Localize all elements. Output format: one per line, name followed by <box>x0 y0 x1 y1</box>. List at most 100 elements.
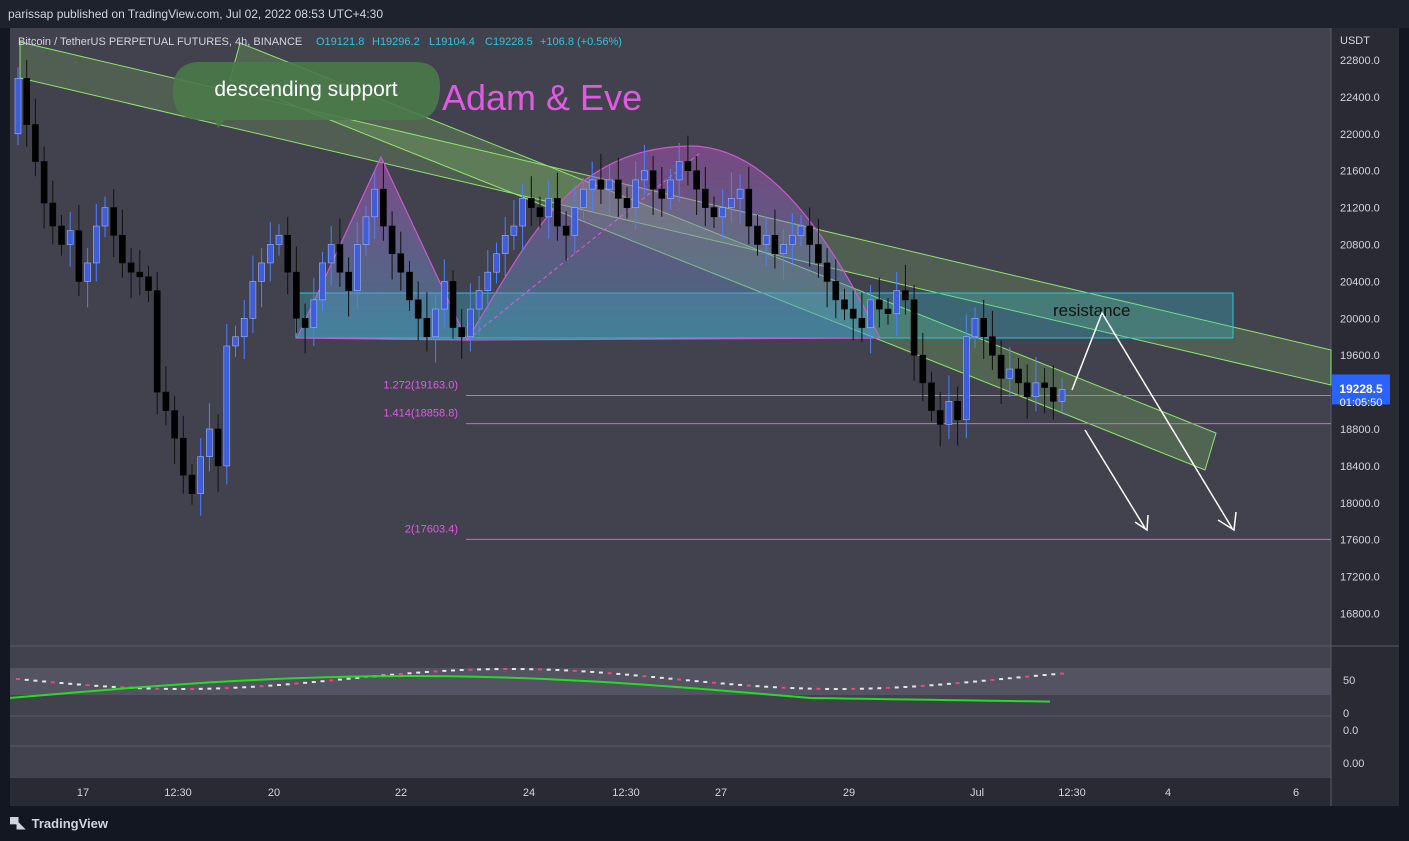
indicator-bar-35 <box>320 680 325 683</box>
indicator-bar-92 <box>816 687 821 690</box>
candle-66 <box>588 179 596 190</box>
indicator-bar-70 <box>625 673 629 676</box>
projection-arrows <box>1071 311 1237 532</box>
indicator-bar-43 <box>390 673 395 676</box>
indicator-bar-94 <box>833 687 838 690</box>
time-tick-2: 20 <box>268 787 280 799</box>
candle-27 <box>249 281 257 319</box>
indicator-bar-0 <box>16 678 20 680</box>
candle-32 <box>293 271 300 319</box>
price-tick-8: 19600.0 <box>1340 350 1380 362</box>
tradingview-logo[interactable]: ▀◣ TradingView <box>10 816 108 831</box>
candle-96 <box>849 308 857 319</box>
candle-43 <box>388 225 396 255</box>
indicator-bar-12 <box>120 686 125 689</box>
indicator-bar-54 <box>485 668 490 671</box>
indicator-bar-101 <box>894 686 899 689</box>
indicator-bar-45 <box>407 672 412 675</box>
indicator-bar-105 <box>929 684 934 687</box>
candle-52 <box>467 308 474 338</box>
pattern-title: Adam & Eve <box>442 77 642 118</box>
candle-26 <box>240 317 248 338</box>
indicator-bar-21 <box>198 687 203 690</box>
resistance-label: resistance <box>1053 301 1130 320</box>
candle-103 <box>910 299 918 356</box>
indicator-bar-49 <box>442 669 447 672</box>
price-tick-9: 18800.0 <box>1340 424 1380 436</box>
candle-85 <box>754 225 761 245</box>
indicator-bar-88 <box>781 686 786 689</box>
indicator-bar-30 <box>277 683 281 686</box>
indicator-bar-80 <box>712 681 716 684</box>
candle-84 <box>745 188 753 227</box>
indicator-bar-4 <box>50 681 55 684</box>
candle-22 <box>206 428 213 457</box>
neckline-dashed <box>466 152 701 341</box>
candle-56 <box>501 234 509 255</box>
price-chart[interactable]: 1.272(19163.0) 1.414(18858.8) 2(17603.4) d… <box>9 28 1399 806</box>
bubble-annotation[interactable]: descending support <box>173 62 440 128</box>
candle-31 <box>284 234 292 273</box>
candle-53 <box>475 290 483 310</box>
candle-42 <box>380 188 387 227</box>
candle-55 <box>493 253 500 273</box>
legend-change: +106.8 (+0.56%) <box>540 36 622 48</box>
indicator-ticks: 50 0 0.0 0.00 <box>1343 675 1364 770</box>
indicator-bar-60 <box>538 668 542 671</box>
indicator-bar-112 <box>990 678 995 681</box>
candle-6 <box>66 230 74 245</box>
indicator-bar-78 <box>694 680 699 683</box>
candle-97 <box>858 317 866 328</box>
indicator-bar-76 <box>677 678 682 681</box>
indicator-bar-66 <box>590 670 595 673</box>
price-axis[interactable] <box>1331 28 1399 806</box>
time-tick-11: 6 <box>1293 787 1299 799</box>
time-tick-9: 12:30 <box>1058 787 1086 799</box>
candle-61 <box>545 198 553 218</box>
candle-15 <box>145 276 152 291</box>
candle-21 <box>197 456 204 494</box>
indicator-bar-93 <box>825 687 830 690</box>
indicator-bar-64 <box>572 669 577 672</box>
indicator-bar-20 <box>190 687 194 690</box>
candle-58 <box>519 198 526 227</box>
indicator-bar-113 <box>999 678 1004 681</box>
time-tick-4: 24 <box>523 787 535 799</box>
candle-48 <box>432 308 439 338</box>
candle-102 <box>902 290 909 301</box>
indicator-bar-116 <box>1025 675 1030 678</box>
time-axis[interactable] <box>10 778 1399 806</box>
candle-51 <box>458 327 466 338</box>
candle-4 <box>49 202 57 227</box>
indicator-bar-37 <box>337 678 342 681</box>
candle-11 <box>110 207 117 236</box>
indicator-bar-19 <box>181 687 186 690</box>
candle-89 <box>788 234 796 245</box>
candle-59 <box>527 198 535 208</box>
indicator-bar-114 <box>1007 677 1012 680</box>
price-tick-12: 17600.0 <box>1340 535 1380 547</box>
candles <box>14 60 1066 516</box>
candle-76 <box>675 161 683 181</box>
indicator-bar-115 <box>1016 676 1021 679</box>
candle-63 <box>562 225 570 236</box>
publish-info: parissap published on TradingView.com, J… <box>8 7 384 21</box>
indicator-bar-11 <box>111 685 116 688</box>
time-tick-8: Jul <box>970 787 984 799</box>
indicator-bar-118 <box>1042 674 1047 677</box>
indicator-bar-120 <box>1060 672 1064 675</box>
indicator-bar-39 <box>355 676 360 679</box>
indicator-bar-29 <box>268 684 273 687</box>
indicator-pane <box>9 668 1064 703</box>
indicator-bar-90 <box>799 687 803 690</box>
candle-40 <box>362 216 370 245</box>
brand-name: TradingView <box>31 816 108 831</box>
indicator-bar-9 <box>94 684 99 687</box>
footer: ▀◣ TradingView <box>0 806 1409 841</box>
tradingview-mark-icon: ▀◣ <box>10 817 26 831</box>
chart-area[interactable]: 1.272(19163.0) 1.414(18858.8) 2(17603.4) d… <box>9 28 1399 806</box>
candle-16 <box>153 290 161 393</box>
indicator-bar-73 <box>651 676 656 679</box>
publish-header: parissap published on TradingView.com, J… <box>0 0 1409 28</box>
time-tick-6: 27 <box>715 787 727 799</box>
